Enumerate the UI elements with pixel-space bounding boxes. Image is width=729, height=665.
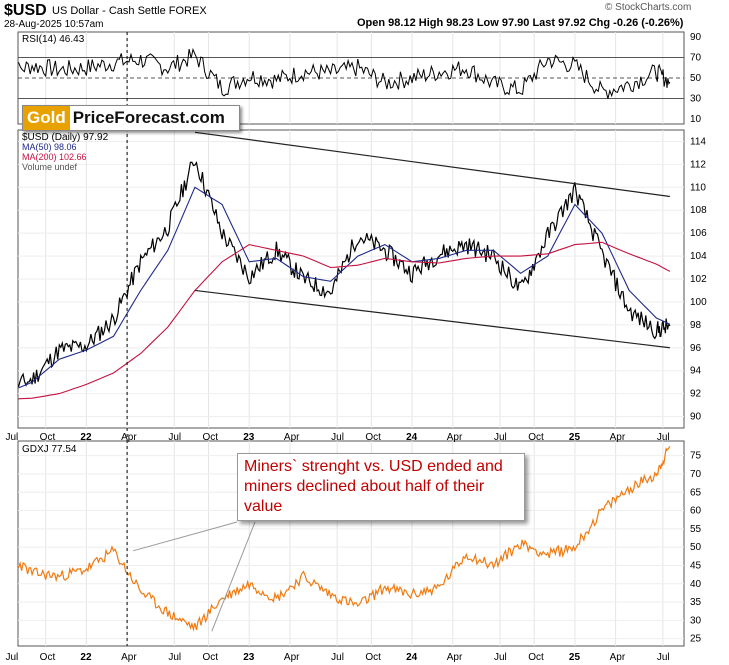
x-axis-label: Jul [331, 432, 344, 443]
usd-y-tick: 108 [690, 205, 707, 216]
x-axis-label: 25 [569, 432, 581, 443]
header-datetime: 28-Aug-2025 10:57am [4, 19, 104, 30]
rsi-y-tick: 70 [690, 53, 702, 64]
rsi-line [18, 47, 671, 99]
usd-legend-item: Volume undef [22, 162, 78, 172]
usd-y-tick: 112 [690, 159, 706, 170]
usd-legend-item: MA(50) 98.06 [22, 142, 77, 152]
gdxj-y-tick: 55 [690, 524, 702, 535]
gold-price-forecast-logo: Gold PriceForecast.com [22, 105, 240, 131]
rsi-y-tick: 30 [690, 93, 702, 104]
x-axis-label: Oct [528, 652, 544, 663]
x-axis-label: Apr [447, 652, 463, 663]
gdxj-y-tick: 50 [690, 542, 702, 553]
usd-y-tick: 92 [690, 389, 702, 400]
gdxj-legend: GDXJ 77.54 [22, 444, 77, 455]
x-axis-label: Jul [494, 432, 507, 443]
usd-trendline-1 [194, 289, 670, 349]
gdxj-y-tick: 65 [690, 487, 702, 498]
x-axis-label: Oct [40, 652, 56, 663]
usd-y-tick: 98 [690, 320, 702, 331]
rsi-y-tick: 10 [690, 114, 702, 125]
gdxj-y-tick: 75 [690, 451, 702, 462]
x-axis-label: 24 [406, 432, 418, 443]
x-axis-label: 23 [243, 652, 255, 663]
x-axis-label: Oct [40, 432, 56, 443]
x-axis-label: 24 [406, 652, 418, 663]
x-axis-label: Oct [528, 432, 544, 443]
usd-y-tick: 106 [690, 228, 707, 239]
usd-y-tick: 90 [690, 412, 702, 423]
rsi-y-tick: 90 [690, 32, 702, 43]
rsi-y-tick: 50 [690, 73, 702, 84]
gdxj-line [17, 445, 671, 632]
usd-ma200-line [18, 241, 671, 400]
x-axis-label: Jul [494, 652, 507, 663]
header-symbol: $USD [4, 2, 47, 19]
x-axis-label: Apr [121, 432, 137, 443]
callout-pointer-trough [211, 521, 256, 632]
usd-legend-item: MA(200) 102.66 [22, 152, 87, 162]
x-axis-label: Apr [121, 652, 137, 663]
callout-pointer-peak [132, 521, 238, 552]
usd-y-tick: 110 [690, 182, 706, 193]
gdxj-y-tick: 45 [690, 560, 702, 571]
rsi-legend: RSI(14) 46.43 [22, 34, 85, 45]
x-axis-label: Jul [657, 432, 670, 443]
logo-gold-part: Gold [23, 106, 70, 130]
logo-rest-part: PriceForecast.com [72, 108, 225, 127]
x-axis-label: Oct [203, 432, 219, 443]
usd-y-tick: 100 [690, 297, 707, 308]
usd-price-line [17, 160, 671, 387]
gdxj-y-tick: 40 [690, 579, 702, 590]
usd-y-tick: 114 [690, 136, 706, 147]
x-axis-label: Oct [365, 432, 381, 443]
gdxj-y-tick: 25 [690, 634, 702, 645]
x-axis-label: Apr [610, 652, 626, 663]
gdxj-y-tick: 70 [690, 469, 702, 480]
panel-frame-gdxj [17, 440, 685, 647]
x-axis-label: Jul [168, 652, 181, 663]
x-axis-label: Jul [5, 652, 18, 663]
header-source: © StockCharts.com [605, 2, 692, 13]
x-axis-label: Jul [331, 652, 344, 663]
usd-y-tick: 104 [690, 251, 707, 262]
usd-y-tick: 96 [690, 343, 702, 354]
x-axis-label: Apr [284, 652, 300, 663]
usd-trendline-0 [194, 131, 670, 198]
x-axis-label: Oct [365, 652, 381, 663]
x-axis-label: 22 [80, 432, 92, 443]
usd-y-tick: 102 [690, 274, 707, 285]
x-axis-label: Jul [657, 652, 670, 663]
usd-ma50-line [18, 186, 671, 389]
gdxj-y-tick: 35 [690, 597, 702, 608]
x-axis-label: Apr [610, 432, 626, 443]
callout-annotation: Miners` strenght vs. USD ended and miner… [237, 453, 525, 521]
x-axis-label: Jul [5, 432, 18, 443]
x-axis-label: Apr [447, 432, 463, 443]
usd-y-tick: 94 [690, 366, 702, 377]
header-quote: Open 98.12 High 98.23 Low 97.90 Last 97.… [357, 17, 684, 29]
x-axis-label: 23 [243, 432, 255, 443]
x-axis-label: 22 [80, 652, 92, 663]
x-axis-label: Oct [203, 652, 219, 663]
usd-legend-item: $USD (Daily) 97.92 [22, 132, 109, 143]
header-description: US Dollar - Cash Settle FOREX [52, 5, 207, 17]
gdxj-y-tick: 60 [690, 506, 702, 517]
x-axis-label: 25 [569, 652, 581, 663]
gdxj-y-tick: 30 [690, 615, 702, 626]
x-axis-label: Apr [284, 432, 300, 443]
x-axis-label: Jul [168, 432, 181, 443]
